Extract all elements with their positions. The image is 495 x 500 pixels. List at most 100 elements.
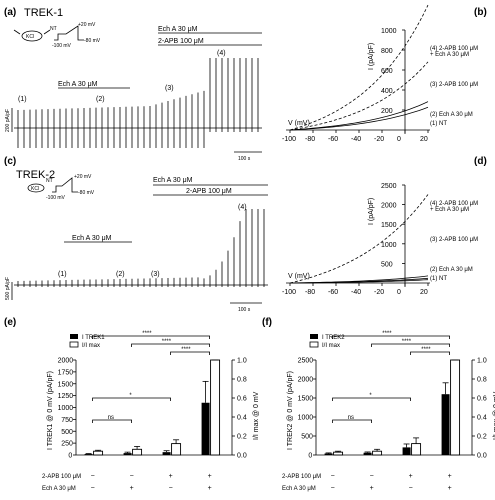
bar-y-tick-label: 1500 xyxy=(58,381,74,388)
iv-x-label: V (mV) xyxy=(288,120,310,127)
trace-c-scale-x: 100 s xyxy=(238,307,251,313)
condition-apb: + xyxy=(448,473,452,480)
trace-a-current xyxy=(14,58,262,148)
trace-a-scale-y: 200 pA/pF xyxy=(5,109,11,132)
bar-normalized xyxy=(132,448,143,456)
trace-a-ech-top: Ech A 30 μM xyxy=(158,26,198,33)
legend-swatch-current xyxy=(310,334,318,339)
row-label-ech: Ech A 30 μM xyxy=(282,486,316,492)
trace-c-ech-label: Ech A 30 μM xyxy=(72,235,112,242)
significance-label: **** xyxy=(421,347,431,353)
significance-bracket xyxy=(332,335,450,339)
iv-legend-entry: (1) NT xyxy=(430,121,447,127)
trek2-title: TREK-2 xyxy=(16,169,55,181)
legend-swatch-current xyxy=(70,334,78,339)
trace-a-marker-3: (3) xyxy=(165,85,174,92)
iv-curve xyxy=(289,106,429,131)
bar-y-label: I TREK2 @ 0 mV (pA/pF) xyxy=(287,371,294,450)
iv-x-label: V (mV) xyxy=(288,273,310,280)
bar-y2-tick-label: 0.4 xyxy=(477,415,487,422)
iv-y-tick-label: 500 xyxy=(381,261,393,268)
iv-y-tick-label: 200 xyxy=(381,108,393,115)
bar-y2-tick-label: 0.2 xyxy=(477,434,487,441)
condition-ech: + xyxy=(208,485,212,492)
iv-legend-entry: + Ech A 30 μM xyxy=(430,207,469,213)
iv-x-tick-label: 20 xyxy=(420,289,428,296)
condition-ech: + xyxy=(130,485,134,492)
significance-bracket xyxy=(170,351,210,355)
bar-current xyxy=(363,452,372,455)
bar-chart-e: 0 250 500 750 1000 1250 1500 1750 2000 0.0 0.2 0.4 0… xyxy=(42,331,260,492)
bar-normalized xyxy=(411,443,422,456)
iv-curve xyxy=(289,61,429,131)
trace-c-marker-2: (2) xyxy=(116,271,125,278)
bar-y-tick-label: 1250 xyxy=(58,393,74,400)
row-label-ech: Ech A 30 μM xyxy=(42,486,76,492)
iv-x-tick-label: -80 xyxy=(305,289,315,296)
bar-y-tick-label: 2000 xyxy=(58,358,74,365)
protocol-c-minus80: -80 mV xyxy=(78,190,95,196)
iv-legend-entry: (2) Ech A 30 μM xyxy=(430,267,473,273)
iv-y-tick-label: 800 xyxy=(381,48,393,55)
iv-x-tick-label: -20 xyxy=(374,136,384,143)
iv-plot-b: -100 -80 -60 -40 -20 0 20 1000 800 600 400 200 I (pA… xyxy=(282,4,478,143)
protocol-nt: NT xyxy=(50,26,57,32)
iv-y-tick-label: 1000 xyxy=(381,28,397,35)
bar-current xyxy=(123,453,132,455)
condition-apb: + xyxy=(208,473,212,480)
condition-ech: − xyxy=(409,485,413,492)
bar-y2-tick-label: 0.8 xyxy=(477,377,487,384)
iv-x-tick-label: -40 xyxy=(351,136,361,143)
protocol-c-minus100: -100 mV xyxy=(46,195,66,201)
bar-y2-tick-label: 0.0 xyxy=(237,453,247,460)
bar-current xyxy=(324,453,333,455)
legend-label-current: I TREK1 xyxy=(82,335,105,341)
bar-y2-tick-label: 1.0 xyxy=(237,358,247,365)
condition-ech: − xyxy=(91,485,95,492)
iv-curve xyxy=(289,4,429,131)
protocol-diagram-c: KCl NT +20 mV -80 mV -100 mV xyxy=(27,174,95,201)
trace-a-marker-4: (4) xyxy=(217,50,226,57)
iv-y-label: I (pA/pF) xyxy=(368,198,375,225)
bar-normalized xyxy=(171,443,182,456)
legend-swatch-normalized xyxy=(309,341,319,348)
iv-x-tick-label: -60 xyxy=(328,289,338,296)
iv-x-tick-label: -40 xyxy=(351,289,361,296)
bar-y-tick-label: 1500 xyxy=(298,396,314,403)
iv-y-tick-label: 2000 xyxy=(381,203,397,210)
significance-bracket xyxy=(332,419,372,423)
protocol-c-nt: NT xyxy=(46,178,53,184)
bar-normalized xyxy=(333,451,344,456)
iv-plot-d: -100 -80 -60 -40 -20 0 20 2500 2000 1500 1000 500 I … xyxy=(282,183,478,296)
condition-ech: + xyxy=(448,485,452,492)
iv-legend-entry: (4) 2-APB 100 μM xyxy=(430,46,478,52)
bar-current xyxy=(441,394,450,455)
row-label-apb: 2-APB 100 μM xyxy=(42,474,81,480)
trace-c-scale-y: 500 pA/pF xyxy=(5,277,11,300)
condition-ech: − xyxy=(169,485,173,492)
trace-c-marker-3: (3) xyxy=(151,271,160,278)
bar-y-tick-label: 0 xyxy=(68,453,72,460)
trek1-title: TREK-1 xyxy=(24,7,63,19)
panel-label-e: (e) xyxy=(4,317,16,328)
panel-label-c: (c) xyxy=(4,156,16,167)
bar-y-tick-label: 1750 xyxy=(58,369,74,376)
trace-c-marker-1: (1) xyxy=(58,271,67,278)
bar-normalized xyxy=(93,450,104,456)
condition-apb: − xyxy=(130,473,134,480)
iv-legend-entry: (2) Ech A 30 μM xyxy=(430,112,473,118)
iv-x-tick-label: -100 xyxy=(282,136,296,143)
significance-bracket xyxy=(371,343,450,347)
bar-y-tick-label: 2500 xyxy=(298,358,314,365)
bar-y2-tick-label: 0.6 xyxy=(237,396,247,403)
iv-x-tick-label: 0 xyxy=(397,136,401,143)
iv-curve xyxy=(289,101,429,131)
iv-y-tick-label: 1000 xyxy=(381,242,397,249)
iv-x-tick-label: -80 xyxy=(305,136,315,143)
significance-label: **** xyxy=(162,339,172,345)
legend-label-normalized: I/I max xyxy=(322,343,340,349)
iv-legend-entry: (3) 2-APB 100 μM xyxy=(430,237,478,243)
legend-label-current: I TREK2 xyxy=(322,335,345,341)
condition-ech: + xyxy=(370,485,374,492)
